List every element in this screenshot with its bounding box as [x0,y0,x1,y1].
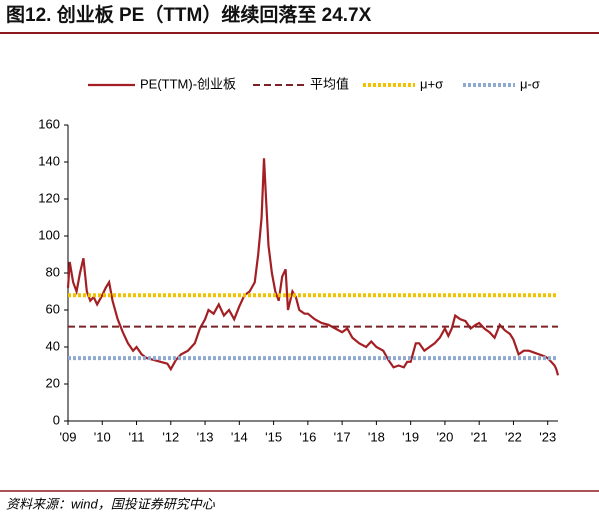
x-tick-label: '14 [231,429,248,444]
legend-label: μ+σ [420,76,443,91]
chart-title: 图12. 创业板 PE（TTM）继续回落至 24.7X [6,3,372,26]
y-tick-label: 100 [38,227,60,242]
source: 资料来源：wind，国投证券研究中心 [6,496,216,511]
x-tick-label: '22 [505,429,522,444]
y-tick-label: 120 [38,190,60,205]
x-tick-label: '16 [299,429,316,444]
x-tick-label: '18 [368,429,385,444]
series-line [66,158,560,376]
x-tick-label: '13 [197,429,214,444]
x-tick-label: '10 [94,429,111,444]
x-tick-label: '21 [471,429,488,444]
x-tick-label: '11 [129,429,145,444]
y-tick-label: 60 [46,301,60,316]
legend-label: PE(TTM)-创业板 [140,76,236,91]
legend-label: μ-σ [520,76,540,91]
y-tick-label: 20 [46,375,60,390]
x-tick-label: '15 [265,429,282,444]
y-tick-label: 140 [38,153,60,168]
y-tick-label: 160 [38,116,60,131]
y-tick-label: 0 [53,412,60,427]
x-tick-label: '09 [60,429,77,444]
x-tick-label: '17 [334,429,351,444]
legend-label: 平均值 [310,76,349,91]
x-tick-label: '23 [539,429,556,444]
y-tick-label: 80 [46,264,60,279]
x-tick-label: '12 [162,429,179,444]
x-tick-label: '19 [402,429,419,444]
y-tick-label: 40 [46,338,60,353]
x-tick-label: '20 [436,429,453,444]
